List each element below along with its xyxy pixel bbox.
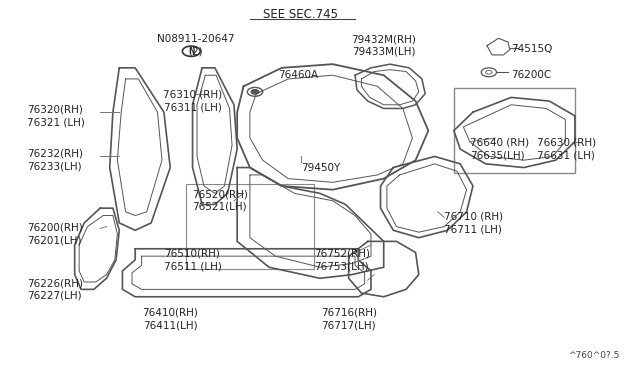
- Text: 74515Q: 74515Q: [511, 44, 552, 54]
- Text: SEE SEC.745: SEE SEC.745: [264, 8, 339, 21]
- Text: N08911-20647
(2): N08911-20647 (2): [157, 35, 234, 57]
- Text: 76232(RH)
76233(LH): 76232(RH) 76233(LH): [27, 149, 83, 171]
- Text: 76410(RH)
76411(LH): 76410(RH) 76411(LH): [142, 308, 198, 330]
- Text: 76460A: 76460A: [278, 70, 319, 80]
- Text: 76630 (RH)
76631 (LH): 76630 (RH) 76631 (LH): [537, 138, 596, 160]
- Text: 76310 (RH)
76311 (LH): 76310 (RH) 76311 (LH): [163, 90, 222, 112]
- Text: 76226(RH)
76227(LH): 76226(RH) 76227(LH): [27, 278, 83, 301]
- Text: 76510(RH)
76511 (LH): 76510(RH) 76511 (LH): [164, 248, 221, 271]
- Text: N: N: [188, 47, 195, 56]
- Text: 76200(RH)
76201(LH): 76200(RH) 76201(LH): [27, 223, 83, 245]
- Text: 79450Y: 79450Y: [301, 163, 340, 173]
- Text: 76320(RH)
76321 (LH): 76320(RH) 76321 (LH): [27, 105, 84, 127]
- Text: 76752(RH)
76753(LH): 76752(RH) 76753(LH): [314, 248, 370, 271]
- Text: 76520(RH)
76521(LH): 76520(RH) 76521(LH): [193, 190, 248, 212]
- Text: ^760^0?.5: ^760^0?.5: [568, 350, 620, 359]
- Text: 76640 (RH)
76635(LH): 76640 (RH) 76635(LH): [470, 138, 529, 160]
- Text: 76710 (RH)
76711 (LH): 76710 (RH) 76711 (LH): [444, 212, 504, 234]
- Text: 76200C: 76200C: [511, 70, 552, 80]
- Text: 76716(RH)
76717(LH): 76716(RH) 76717(LH): [321, 308, 377, 330]
- Circle shape: [251, 90, 259, 94]
- Text: 79432M(RH)
79433M(LH): 79432M(RH) 79433M(LH): [351, 35, 416, 57]
